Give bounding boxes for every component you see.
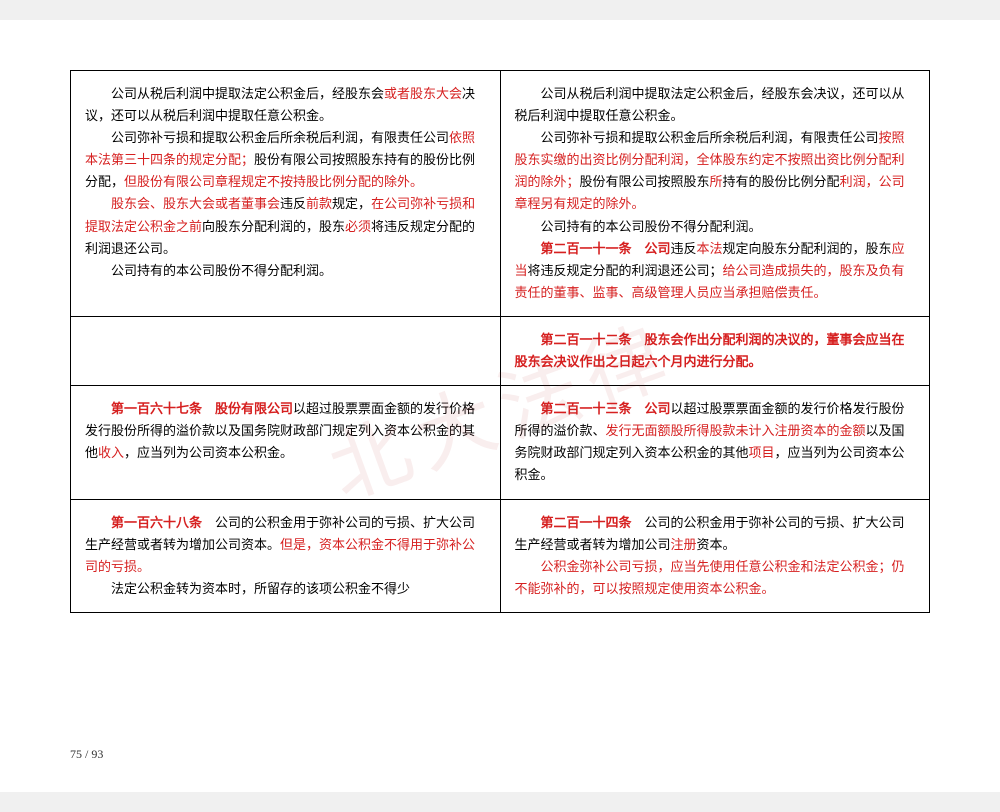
- text: 公司从税后利润中提取法定公积金后，经股东会: [111, 86, 384, 101]
- highlighted-text: 注册: [671, 537, 697, 552]
- highlighted-text: 发行无面额股所得股款未计入注册资本的金额: [606, 423, 866, 438]
- paragraph: 公司持有的本公司股份不得分配利润。: [515, 216, 916, 238]
- highlighted-text: 第二百一十三条 公司: [541, 401, 671, 416]
- paragraph: 公司弥补亏损和提取公积金后所余税后利润，有限责任公司按照股东实缴的出资比例分配利…: [515, 127, 916, 215]
- text: 股份有限公司按照股东: [580, 174, 710, 189]
- paragraph: 法定公积金转为资本时，所留存的该项公积金不得少: [85, 578, 486, 600]
- text: 持有的股份比例分配: [723, 174, 840, 189]
- paragraph: 第一百六十八条 公司的公积金用于弥补公司的亏损、扩大公司生产经营或者转为增加公司…: [85, 512, 486, 578]
- table-cell: 公司从税后利润中提取法定公积金后，经股东会决议，还可以从税后利润中提取任意公积金…: [500, 71, 930, 317]
- highlighted-text: 必须: [345, 219, 371, 234]
- paragraph: 公司持有的本公司股份不得分配利润。: [85, 260, 486, 282]
- text: 公司弥补亏损和提取公积金后所余税后利润，有限责任公司: [541, 130, 879, 145]
- text: 将违反规定分配的利润退还公司；: [528, 263, 723, 278]
- table-cell: 公司从税后利润中提取法定公积金后，经股东会或者股东大会决议，还可以从税后利润中提…: [71, 71, 501, 317]
- paragraph: 第二百一十四条 公司的公积金用于弥补公司的亏损、扩大公司生产经营或者转为增加公司…: [515, 512, 916, 556]
- highlighted-text: 收入: [98, 445, 124, 460]
- text: 公司持有的本公司股份不得分配利润。: [541, 219, 762, 234]
- table-cell: 第一百六十八条 公司的公积金用于弥补公司的亏损、扩大公司生产经营或者转为增加公司…: [71, 499, 501, 612]
- highlighted-text: 前款: [306, 196, 332, 211]
- comparison-table: 公司从税后利润中提取法定公积金后，经股东会或者股东大会决议，还可以从税后利润中提…: [70, 70, 930, 613]
- highlighted-text: 项目: [749, 445, 775, 460]
- text: 公司弥补亏损和提取公积金后所余税后利润，有限责任公司: [111, 130, 449, 145]
- table-cell: [71, 316, 501, 385]
- highlighted-text: 第二百一十二条 股东会作出分配利润的决议的，董事会应当在股东会决议作出之日起六个…: [515, 332, 905, 369]
- highlighted-text: 第一百六十七条 股份有限公司: [111, 401, 293, 416]
- highlighted-text: 第二百一十四条: [541, 515, 632, 530]
- paragraph: 公司从税后利润中提取法定公积金后，经股东会决议，还可以从税后利润中提取任意公积金…: [515, 83, 916, 127]
- text: 违反: [280, 196, 306, 211]
- highlighted-text: 所: [710, 174, 723, 189]
- highlighted-text: 第一百六十八条: [111, 515, 202, 530]
- highlighted-text: 第二百一十一条 公司: [541, 241, 671, 256]
- table-row: 第二百一十二条 股东会作出分配利润的决议的，董事会应当在股东会决议作出之日起六个…: [71, 316, 930, 385]
- table-row: 第一百六十七条 股份有限公司以超过股票票面金额的发行价格发行股份所得的溢价款以及…: [71, 386, 930, 499]
- highlighted-text: 公积金弥补公司亏损，应当先使用任意公积金和法定公积金；仍不能弥补的，可以按照规定…: [515, 559, 905, 596]
- table-row: 第一百六十八条 公司的公积金用于弥补公司的亏损、扩大公司生产经营或者转为增加公司…: [71, 499, 930, 612]
- text: 违反: [671, 241, 697, 256]
- table-cell: 第二百一十三条 公司以超过股票票面金额的发行价格发行股份所得的溢价款、发行无面额…: [500, 386, 930, 499]
- paragraph: 第二百一十二条 股东会作出分配利润的决议的，董事会应当在股东会决议作出之日起六个…: [515, 329, 916, 373]
- table-row: 公司从税后利润中提取法定公积金后，经股东会或者股东大会决议，还可以从税后利润中提…: [71, 71, 930, 317]
- highlighted-text: 或者股东大会: [384, 86, 462, 101]
- text: 法定公积金转为资本时，所留存的该项公积金不得少: [111, 581, 410, 596]
- paragraph: 公司从税后利润中提取法定公积金后，经股东会或者股东大会决议，还可以从税后利润中提…: [85, 83, 486, 127]
- paragraph: 股东会、股东大会或者董事会违反前款规定，在公司弥补亏损和提取法定公积金之前向股东…: [85, 193, 486, 259]
- highlighted-text: 但股份有限公司章程规定不按持股比例分配的除外。: [124, 174, 423, 189]
- paragraph: 公司弥补亏损和提取公积金后所余税后利润，有限责任公司依照本法第三十四条的规定分配…: [85, 127, 486, 193]
- table-cell: 第二百一十四条 公司的公积金用于弥补公司的亏损、扩大公司生产经营或者转为增加公司…: [500, 499, 930, 612]
- table-cell: 第一百六十七条 股份有限公司以超过股票票面金额的发行价格发行股份所得的溢价款以及…: [71, 386, 501, 499]
- highlighted-text: 本法: [697, 241, 723, 256]
- highlighted-text: 股东会、股东大会或者董事会: [111, 196, 280, 211]
- document-page: 北大法律 公司从税后利润中提取法定公积金后，经股东会或者股东大会决议，还可以从税…: [0, 20, 1000, 792]
- text: 公司持有的本公司股份不得分配利润。: [111, 263, 332, 278]
- text: 规定，: [332, 196, 371, 211]
- table-cell: 第二百一十二条 股东会作出分配利润的决议的，董事会应当在股东会决议作出之日起六个…: [500, 316, 930, 385]
- text: ，应当列为公司资本公积金。: [124, 445, 293, 460]
- text: 公司从税后利润中提取法定公积金后，经股东会决议，还可以从税后利润中提取任意公积金…: [515, 86, 905, 123]
- paragraph: 第一百六十七条 股份有限公司以超过股票票面金额的发行价格发行股份所得的溢价款以及…: [85, 398, 486, 464]
- paragraph: 公积金弥补公司亏损，应当先使用任意公积金和法定公积金；仍不能弥补的，可以按照规定…: [515, 556, 916, 600]
- page-number: 75 / 93: [70, 747, 103, 762]
- text: 规定向股东分配利润的，股东: [723, 241, 892, 256]
- text: 资本。: [697, 537, 736, 552]
- paragraph: 第二百一十一条 公司违反本法规定向股东分配利润的，股东应当将违反规定分配的利润退…: [515, 238, 916, 304]
- paragraph: 第二百一十三条 公司以超过股票票面金额的发行价格发行股份所得的溢价款、发行无面额…: [515, 398, 916, 486]
- text: 向股东分配利润的，股东: [202, 219, 345, 234]
